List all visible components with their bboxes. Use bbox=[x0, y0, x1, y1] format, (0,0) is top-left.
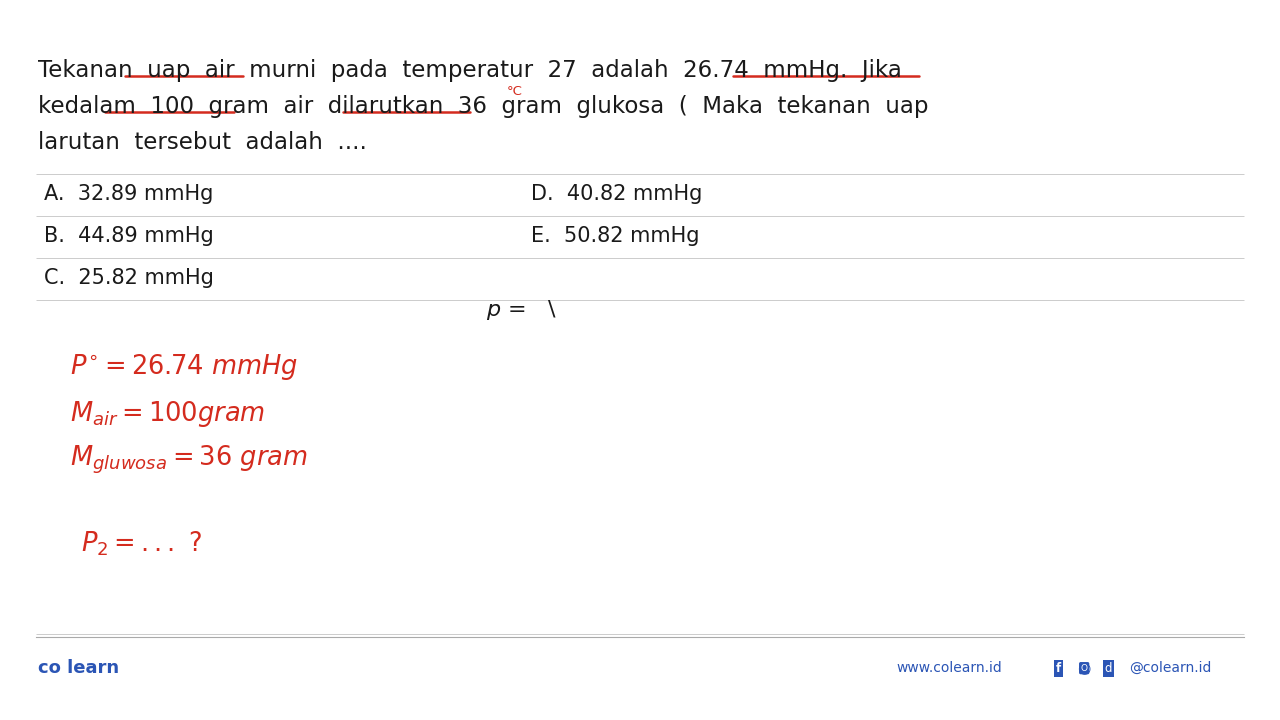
Text: kedalam  100  gram  air  dilarutkan  36  gram  glukosa  (  Maka  tekanan  uap: kedalam 100 gram air dilarutkan 36 gram … bbox=[38, 95, 929, 118]
Text: co learn: co learn bbox=[38, 660, 119, 677]
Text: B.  44.89 mmHg: B. 44.89 mmHg bbox=[44, 226, 214, 246]
Text: O: O bbox=[1080, 664, 1088, 672]
Text: @colearn.id: @colearn.id bbox=[1129, 661, 1211, 675]
Text: °C: °C bbox=[507, 85, 522, 98]
Text: d: d bbox=[1105, 662, 1112, 675]
Text: C.  25.82 mmHg: C. 25.82 mmHg bbox=[44, 268, 214, 288]
Text: $\mathit{P}^{\circ}$$\mathit{= 26.74\ mmHg}$: $\mathit{P}^{\circ}$$\mathit{= 26.74\ mm… bbox=[70, 352, 298, 382]
Text: $\it{p}$ =   \: $\it{p}$ = \ bbox=[486, 297, 557, 322]
Text: larutan  tersebut  adalah  ....: larutan tersebut adalah .... bbox=[38, 131, 367, 154]
Text: Tekanan  uap  air  murni  pada  temperatur  27  adalah  26.74  mmHg.  Jika: Tekanan uap air murni pada temperatur 27… bbox=[38, 59, 902, 82]
Text: E.  50.82 mmHg: E. 50.82 mmHg bbox=[531, 226, 700, 246]
Text: $\mathit{P_2}$$\mathit{= ...\ ?}$: $\mathit{P_2}$$\mathit{= ...\ ?}$ bbox=[81, 529, 202, 558]
Text: $\mathit{M_{gluwosa}}$$\mathit{= 36\ gram}$: $\mathit{M_{gluwosa}}$$\mathit{= 36\ gra… bbox=[70, 444, 308, 475]
Text: A.  32.89 mmHg: A. 32.89 mmHg bbox=[44, 184, 212, 204]
Text: ○: ○ bbox=[1078, 661, 1091, 675]
Text: f: f bbox=[1056, 662, 1061, 675]
Text: www.colearn.id: www.colearn.id bbox=[896, 661, 1002, 675]
Text: $\mathit{M_{air}}$$\mathit{= 100gram}$: $\mathit{M_{air}}$$\mathit{= 100gram}$ bbox=[70, 399, 266, 429]
Text: D.  40.82 mmHg: D. 40.82 mmHg bbox=[531, 184, 703, 204]
